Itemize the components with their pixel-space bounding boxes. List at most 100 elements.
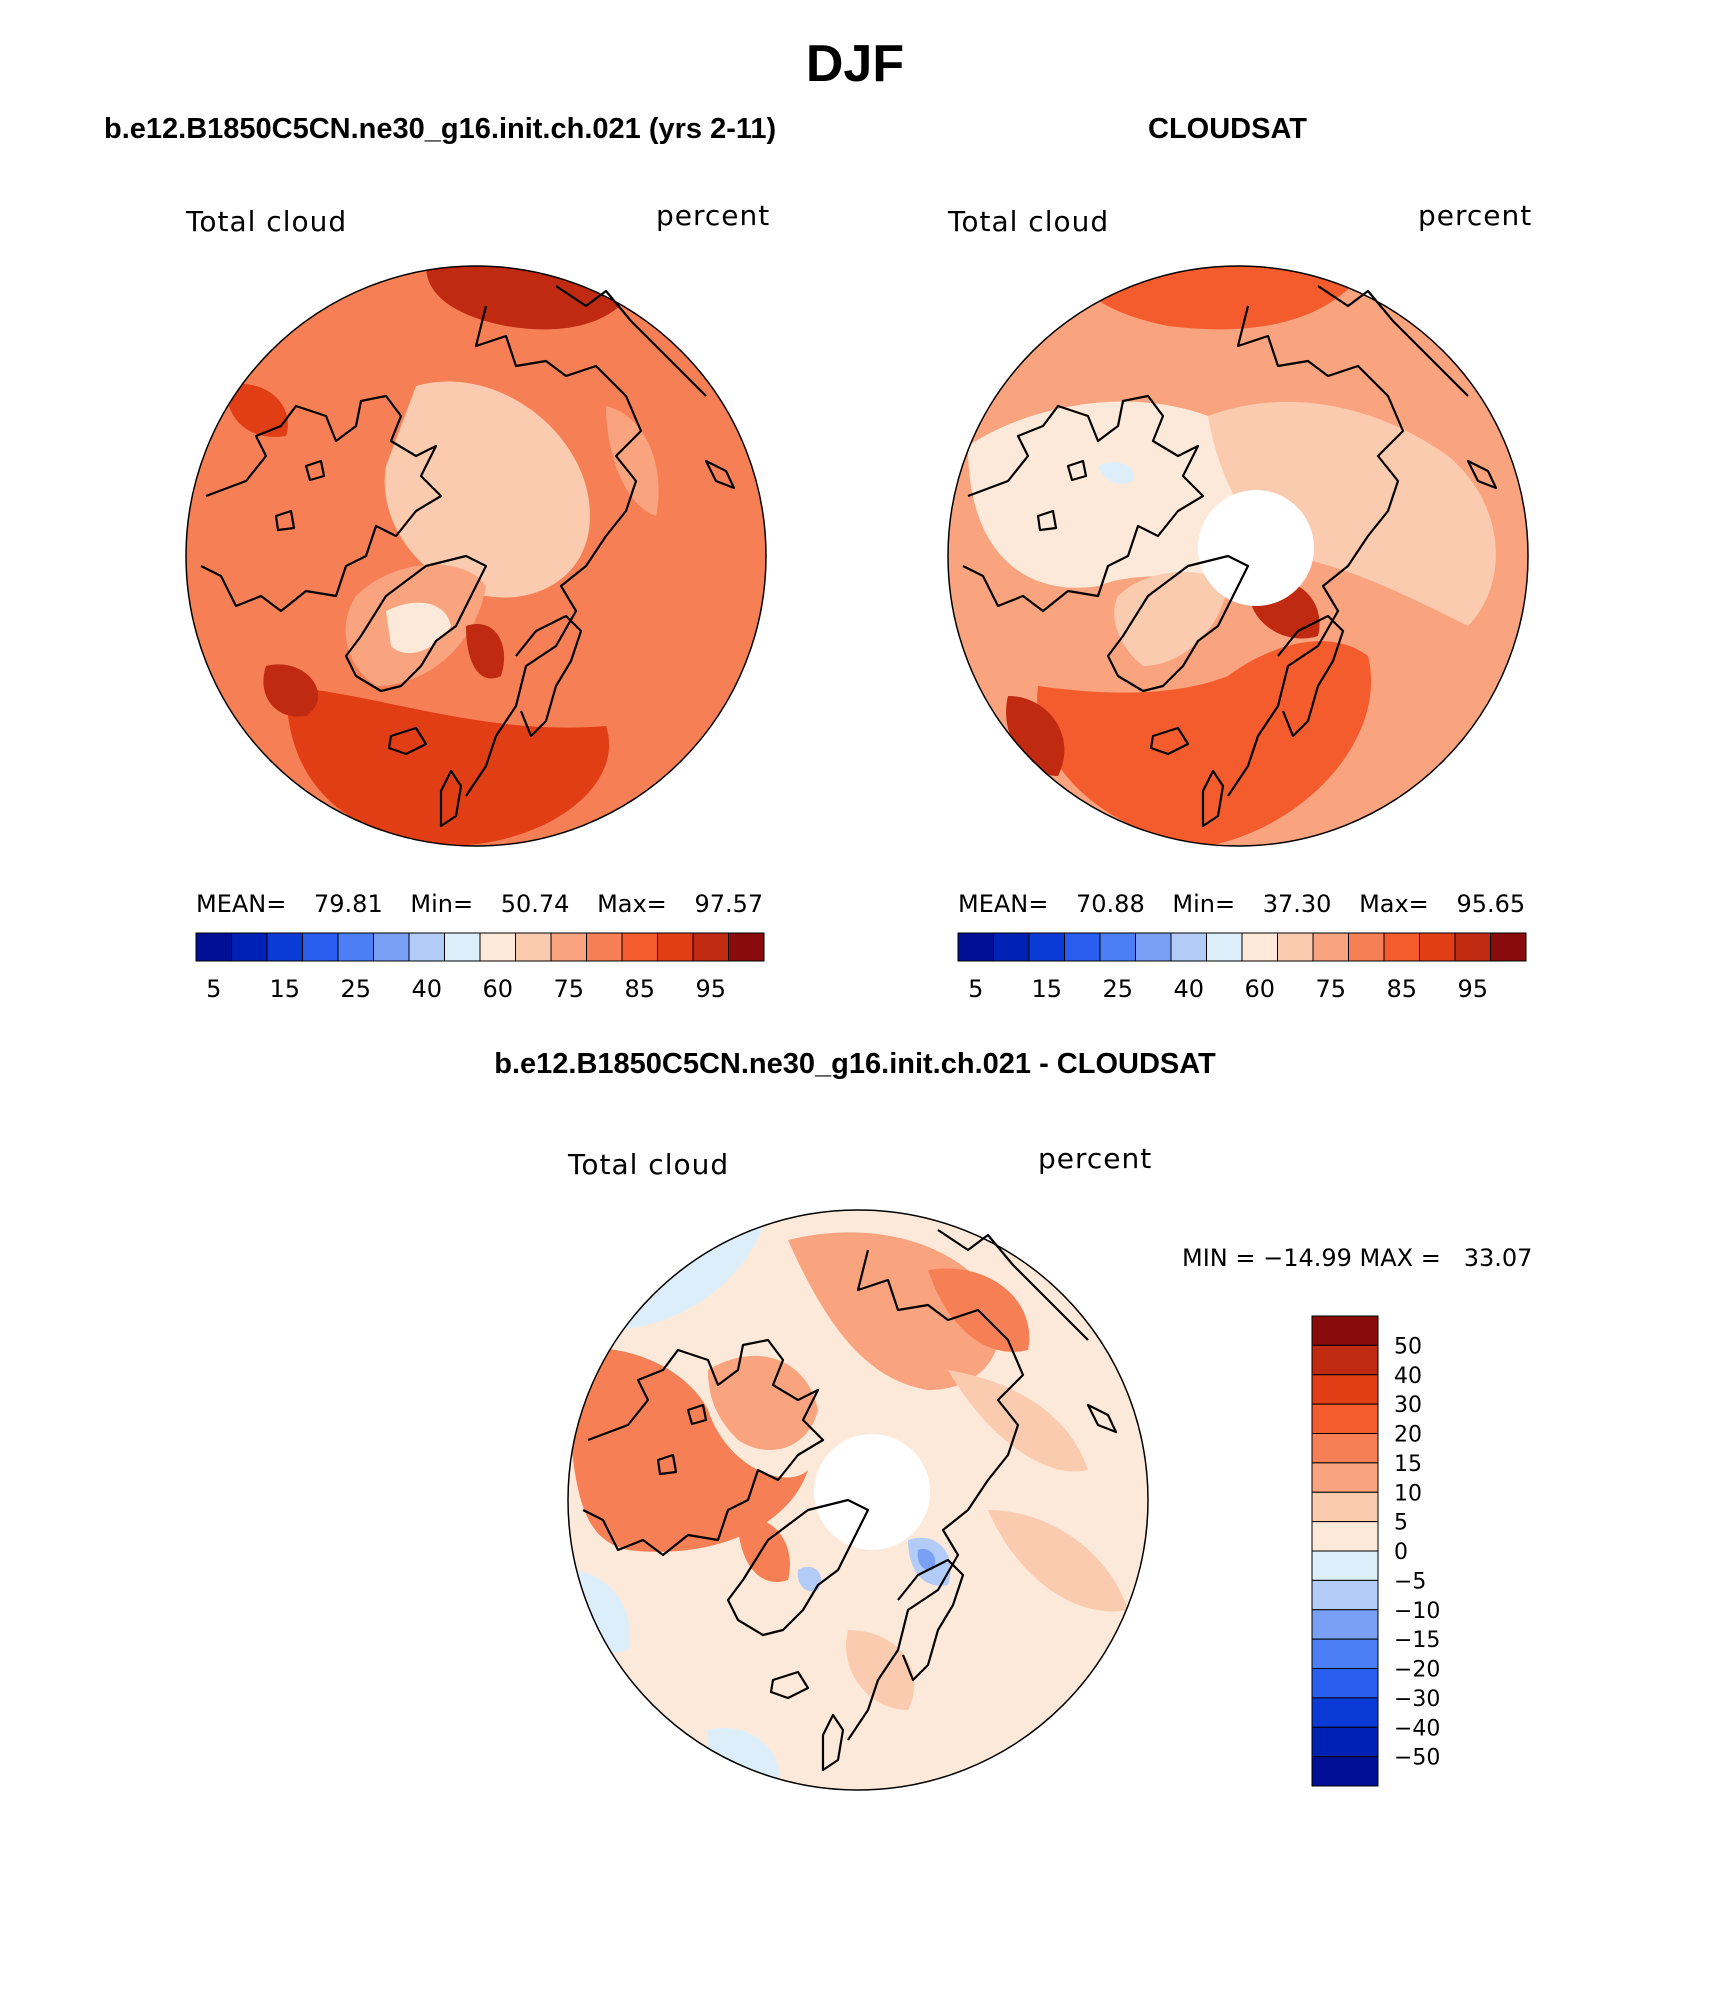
colorbar-box: [1311, 1668, 1379, 1699]
max-value: 95.65: [1456, 890, 1526, 918]
coastline: [1036, 509, 1058, 532]
coastline: [1317, 285, 1469, 397]
variable-label: Total cloud: [948, 205, 1110, 238]
contour-region: [384, 381, 590, 598]
minmax-text: MIN = −14.99 MAX = 33.07: [1182, 1244, 1533, 1272]
diff-title: b.e12.B1850C5CN.ne30_g16.init.ch.021 - C…: [494, 1048, 1216, 1080]
cloud-field: [948, 266, 1528, 846]
coastline: [656, 1453, 678, 1476]
colorbar-box: [1064, 932, 1101, 962]
colorbar-box: [586, 932, 623, 962]
coastline: [726, 1498, 870, 1637]
contour-region: [386, 602, 451, 654]
colorbar-box: [1311, 1433, 1379, 1464]
colorbar-tick-label: −10: [1394, 1599, 1440, 1624]
coastline: [1086, 1403, 1118, 1434]
contour-region: [263, 664, 319, 717]
max-label: Max=: [1359, 890, 1429, 918]
colorbar-tick-label: −30: [1394, 1687, 1440, 1712]
colorbar-tick-label: 30: [1394, 1393, 1422, 1418]
contour-region: [1037, 641, 1372, 846]
colorbar-box: [1311, 1697, 1379, 1728]
contour-region: [1114, 572, 1228, 666]
coastline: [515, 614, 583, 738]
colorbar-box: [550, 932, 587, 962]
stats-row: MEAN= 79.81 Min= 50.74 Max= 97.57: [196, 890, 763, 918]
colorbar-box: [1311, 1315, 1379, 1346]
contour-region: [917, 1548, 936, 1571]
coastline: [686, 1403, 708, 1426]
model-title: b.e12.B1850C5CN.ne30_g16.init.ch.021 (yr…: [104, 113, 777, 145]
colorbar-tick-label: 25: [1102, 975, 1133, 1003]
colorbar-box: [1135, 932, 1172, 962]
coastline: [897, 1558, 965, 1682]
coastline: [1227, 305, 1405, 797]
colorbar-box: [1311, 1491, 1379, 1523]
colorbar-tick-label: −50: [1394, 1746, 1440, 1771]
colorbar-tick-label: 95: [1457, 975, 1488, 1003]
coastline: [274, 509, 296, 532]
coastline: [1149, 726, 1190, 756]
mean-value: 70.88: [1076, 890, 1145, 918]
missing-data-cap: [814, 1434, 930, 1550]
coastline: [769, 1670, 810, 1700]
colorbar-tick-label: 15: [1031, 975, 1062, 1003]
colorbar-tick-label: 60: [482, 975, 513, 1003]
contour-region: [948, 1370, 1088, 1472]
coastlines: [962, 285, 1498, 828]
mean-value: 79.81: [314, 890, 383, 918]
colorbar-box: [1311, 1521, 1379, 1552]
colorbar-tick-label: 85: [1386, 975, 1417, 1003]
colorbar-box: [1311, 1462, 1379, 1493]
colorbar-box: [1454, 932, 1491, 962]
coastline: [582, 1338, 825, 1557]
colorbar-box: [1312, 932, 1349, 962]
colorbar-obs: 5 15 25 40 60 75 85 95: [957, 932, 1527, 1003]
coastline: [555, 285, 707, 397]
min-label: Min=: [410, 890, 474, 918]
units-label: percent: [1418, 199, 1533, 232]
colorbar-box: [993, 932, 1030, 962]
polar-map-diff: [567, 1209, 1149, 1791]
contour-region: [1208, 401, 1496, 626]
colorbar-tick-label: 75: [553, 975, 584, 1003]
season-title: DJF: [805, 35, 905, 93]
variable-label: Total cloud: [568, 1148, 730, 1181]
contour-region: [226, 384, 288, 437]
colorbar-box: [1311, 1638, 1379, 1669]
coastline: [439, 769, 463, 828]
contour-region: [1098, 461, 1134, 484]
colorbar-tick-label: 0: [1394, 1540, 1408, 1565]
coastline: [1466, 459, 1498, 490]
colorbar-box: [1311, 1344, 1379, 1376]
colorbar-box: [515, 932, 552, 962]
map-border: [185, 265, 767, 847]
units-label: percent: [656, 199, 771, 232]
coastline: [937, 1229, 1089, 1341]
colorbar-box: [1311, 1609, 1379, 1640]
colorbar-box: [302, 932, 339, 962]
colorbar-tick-label: 75: [1315, 975, 1346, 1003]
stats-row: MEAN= 70.88 Min= 37.30 Max= 95.65: [958, 890, 1525, 918]
colorbar-tick-label: 10: [1394, 1481, 1422, 1506]
colorbar-box: [195, 932, 232, 962]
units-label: percent: [1038, 1142, 1153, 1175]
colorbar-box: [337, 932, 374, 962]
colorbar-box: [1311, 1374, 1379, 1405]
colorbar-tick-label: −20: [1394, 1658, 1440, 1683]
coastline: [1201, 769, 1225, 828]
colorbar-tick-label: 60: [1244, 975, 1275, 1003]
map-border: [947, 265, 1529, 847]
contour-region: [797, 1566, 822, 1592]
coastline: [465, 305, 643, 797]
colorbar-tick-label: 5: [1394, 1511, 1408, 1536]
colorbar-box: [1099, 932, 1136, 962]
colorbar-tick-label: −5: [1394, 1569, 1426, 1594]
min-label: Min=: [1172, 890, 1236, 918]
colorbar-tick-label: 40: [1173, 975, 1204, 1003]
colorbar-box: [479, 932, 516, 962]
colorbar-box: [1311, 1403, 1379, 1434]
coastlines: [582, 1229, 1118, 1772]
colorbar-tick-label: −40: [1394, 1716, 1440, 1741]
